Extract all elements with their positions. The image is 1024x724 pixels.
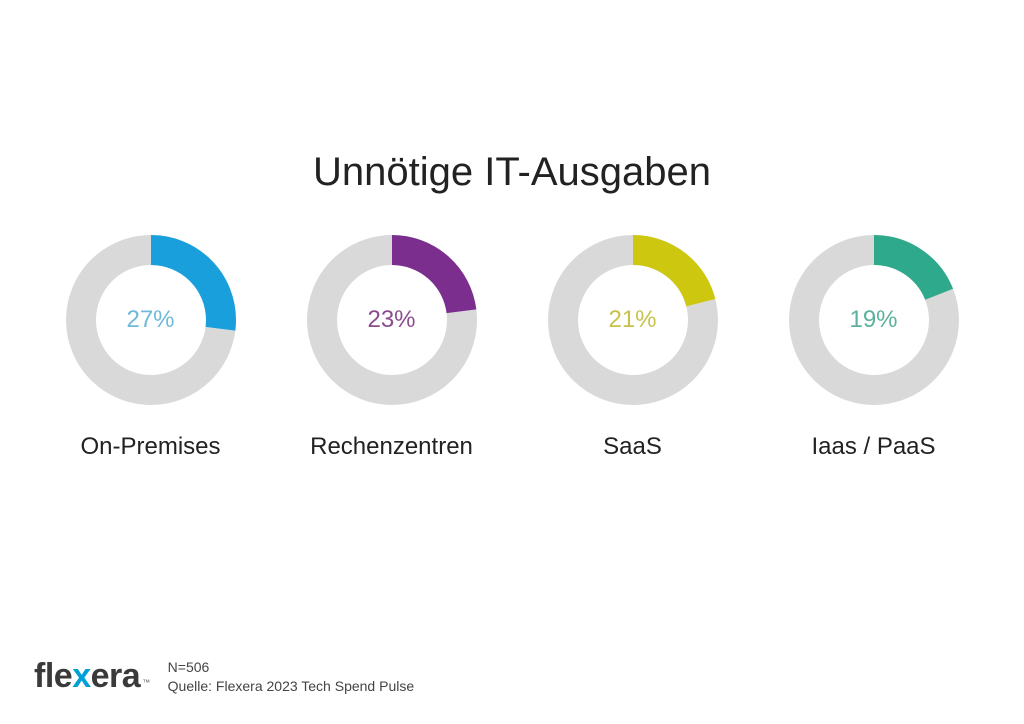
- donut-wrap: 19%: [789, 235, 959, 405]
- logo-text-pre: fle: [34, 657, 72, 695]
- donut-label: Iaas / PaaS: [811, 433, 935, 461]
- logo-text-x: x: [72, 657, 90, 695]
- donut-label: Rechenzentren: [310, 433, 473, 461]
- footer-meta: N=506 Quelle: Flexera 2023 Tech Spend Pu…: [168, 658, 414, 696]
- donut-value: 19%: [789, 235, 959, 405]
- donut-label: SaaS: [603, 433, 662, 461]
- donut-label: On-Premises: [80, 433, 220, 461]
- logo-text-post: era: [91, 657, 141, 695]
- sample-size: N=506: [168, 658, 414, 677]
- donut-value: 23%: [307, 235, 477, 405]
- logo-tm: ™: [142, 678, 150, 687]
- source-line: Quelle: Flexera 2023 Tech Spend Pulse: [168, 677, 414, 696]
- donut-wrap: 27%: [66, 235, 236, 405]
- chart-title: Unnötige IT-Ausgaben: [0, 150, 1024, 195]
- donut-wrap: 23%: [307, 235, 477, 405]
- donut-wrap: 21%: [548, 235, 718, 405]
- charts-row: 27% On-Premises 23% Rechenzentren 21% Sa…: [0, 235, 1024, 461]
- flexera-logo: flexera™: [34, 657, 150, 696]
- donut-chart: 19% Iaas / PaaS: [764, 235, 984, 461]
- donut-value: 27%: [66, 235, 236, 405]
- donut-chart: 21% SaaS: [523, 235, 743, 461]
- footer: flexera™ N=506 Quelle: Flexera 2023 Tech…: [0, 657, 1024, 724]
- donut-chart: 23% Rechenzentren: [282, 235, 502, 461]
- donut-chart: 27% On-Premises: [41, 235, 261, 461]
- page: Unnötige IT-Ausgaben 27% On-Premises 23%…: [0, 0, 1024, 724]
- donut-value: 21%: [548, 235, 718, 405]
